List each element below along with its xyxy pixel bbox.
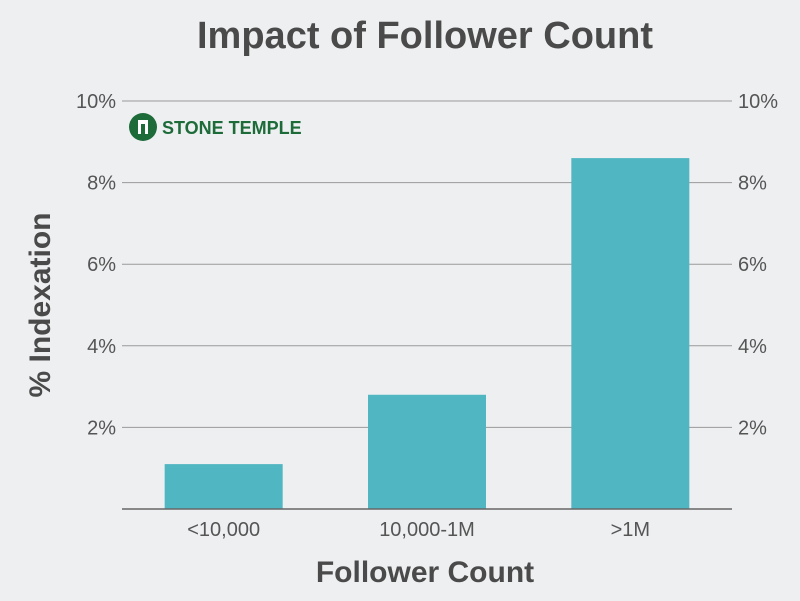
y-axis-right: 2% 4% 6% 8% 10%	[738, 91, 778, 439]
y-tick-label-left: 4%	[87, 336, 116, 358]
y-tick-label-left: 6%	[87, 254, 116, 276]
y-tick-label-left: 8%	[87, 173, 116, 195]
y-axis-left: 2% 4% 6% 8% 10%	[76, 91, 116, 439]
y-tick-label-right: 6%	[738, 254, 767, 276]
bar	[164, 464, 283, 509]
bar	[368, 394, 486, 509]
bar	[571, 158, 690, 509]
bars	[164, 158, 690, 509]
y-tick-label-right: 8%	[738, 173, 767, 195]
y-tick-label-right: 4%	[738, 336, 767, 358]
x-axis-title: Follower Count	[316, 556, 534, 589]
logo-text: STONE TEMPLE	[162, 118, 302, 138]
x-tick-label: <10,000	[187, 519, 260, 541]
y-tick-label-right: 2%	[738, 417, 767, 439]
x-tick-label: >1M	[611, 519, 650, 541]
y-tick-label-right: 10%	[738, 91, 778, 113]
x-tick-label: 10,000-1M	[379, 519, 475, 541]
x-axis: <10,000 10,000-1M >1M	[187, 519, 650, 541]
stone-temple-logo: STONE TEMPLE	[129, 113, 302, 141]
chart-title: Impact of Follower Count	[197, 15, 653, 57]
y-tick-label-left: 10%	[76, 91, 116, 113]
y-axis-title: % Indexation	[24, 212, 57, 397]
y-tick-label-left: 2%	[87, 417, 116, 439]
